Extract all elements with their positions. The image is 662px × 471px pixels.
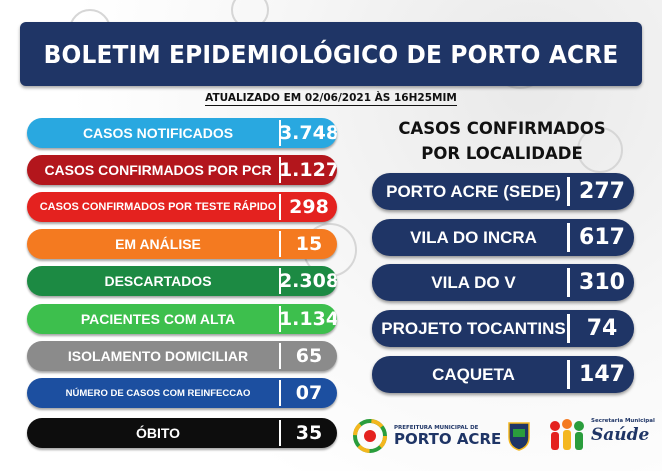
localidade-value: 277 [579,179,625,204]
stat-separator [279,306,281,332]
secretaria-small-text: Secretaria Municipal [591,418,655,424]
localidade-separator [567,223,570,252]
saude-people-icon [550,419,584,450]
localidade-vila-do-v: VILA DO V 310 [372,264,634,301]
stat-em-analise: EM ANÁLISE 15 [27,229,337,259]
localidade-title: CASOS CONFIRMADOS POR LOCALIDADE [372,116,632,166]
localidade-projeto-tocantins: PROJETO TOCANTINS 74 [372,310,634,347]
localidade-label: VILA DO INCRA [410,227,537,247]
secretaria-big-text: Saúde [591,425,650,445]
localidade-label: CAQUETA [432,364,515,384]
stat-value: 65 [295,345,323,367]
update-timestamp: ATUALIZADO EM 02/06/2021 ÀS 16H25MIM [0,92,662,106]
prefeitura-small-text: PREFEITURA MUNICIPAL DE [394,425,479,431]
stat-separator [279,157,281,183]
stat-label: ISOLAMENTO DOMICILIAR [67,348,249,364]
stat-separator [279,120,281,146]
city-crest-icon [508,422,530,451]
stat-casos-notificados: CASOS NOTIFICADOS 3.748 [27,118,337,148]
stat-separator [279,343,281,369]
stat-separator [279,231,281,257]
localidade-vila-do-incra: VILA DO INCRA 617 [372,219,634,256]
stat-separator [279,380,281,406]
stat-isolamento-domiciliar: ISOLAMENTO DOMICILIAR 65 [27,341,337,371]
localidade-label: PROJETO TOCANTINS [381,318,566,338]
stat-value: 35 [295,422,323,444]
localidade-title-line1: CASOS CONFIRMADOS [398,119,606,138]
stat-label: DESCARTADOS [104,273,212,289]
localidade-label: PORTO ACRE (SEDE) [386,181,561,201]
stat-value: 1.134 [278,308,337,330]
stat-pacientes-com-alta: PACIENTES COM ALTA 1.134 [27,304,337,334]
localidade-value: 147 [579,362,625,387]
stat-value: 07 [295,382,323,404]
title-banner: BOLETIM EPIDEMIOLÓGICO DE PORTO ACRE [20,22,642,86]
stat-separator [279,268,281,294]
stat-value: 1.127 [278,159,337,181]
stat-value: 2.308 [278,270,337,292]
stat-label: ÓBITO [135,425,181,441]
stat-label: EM ANÁLISE [115,236,201,252]
stat-descartados: DESCARTADOS 2.308 [27,266,337,296]
stat-label: PACIENTES COM ALTA [80,311,236,327]
stat-value: 3.748 [278,122,337,144]
stat-label: CASOS CONFIRMADOS POR TESTE RÁPIDO [39,201,277,213]
prefeitura-emblem-icon [353,419,387,453]
stat-obito: ÓBITO 35 [27,418,337,448]
localidade-separator [567,177,570,206]
stat-value: 298 [289,196,329,218]
localidade-separator [567,268,570,297]
localidade-separator [567,314,570,343]
stat-casos-reinfeccao: NÚMERO DE CASOS COM REINFECCAO 07 [27,378,337,408]
localidade-value: 310 [579,270,625,295]
stat-casos-confirmados-pcr: CASOS CONFIRMADOS POR PCR 1.127 [27,155,337,185]
secretaria-saude-logo: Secretaria Municipal Saúde [545,412,655,460]
localidade-label: VILA DO V [431,272,516,292]
prefeitura-logo: PREFEITURA MUNICIPAL DE PORTO ACRE [352,414,532,458]
localidade-title-line2: POR LOCALIDADE [421,144,583,163]
stat-label: CASOS CONFIRMADOS POR PCR [44,162,272,178]
stat-separator [279,194,281,220]
page-title: BOLETIM EPIDEMIOLÓGICO DE PORTO ACRE [43,39,619,69]
stat-label: NÚMERO DE CASOS COM REINFECCAO [65,387,251,399]
stat-value: 15 [295,233,323,255]
localidade-value: 74 [586,316,618,341]
update-timestamp-text: ATUALIZADO EM 02/06/2021 ÀS 16H25MIM [205,92,457,106]
prefeitura-big-text: PORTO ACRE [394,430,502,448]
localidade-separator [567,360,570,389]
stat-separator [279,420,281,446]
stat-label: CASOS NOTIFICADOS [82,125,234,141]
localidade-value: 617 [579,225,625,250]
localidade-caqueta: CAQUETA 147 [372,356,634,393]
localidade-porto-acre-sede: PORTO ACRE (SEDE) 277 [372,173,634,210]
stat-casos-confirmados-teste-rapido: CASOS CONFIRMADOS POR TESTE RÁPIDO 298 [27,192,337,222]
